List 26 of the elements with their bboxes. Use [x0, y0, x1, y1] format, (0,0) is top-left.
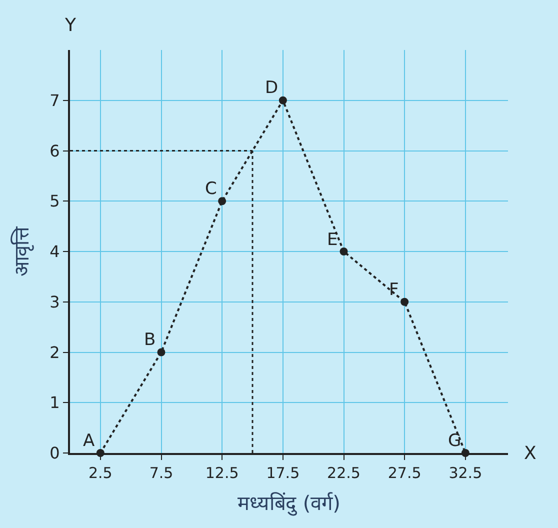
- x-tick-label: 2.5: [88, 464, 112, 482]
- annotation: E: [327, 230, 338, 250]
- annotation: A: [83, 431, 95, 451]
- y-tick-label: 3: [50, 292, 60, 312]
- x-tick-label: 27.5: [388, 464, 422, 482]
- y-tick-label: 4: [50, 242, 60, 262]
- annotation: F: [389, 280, 399, 300]
- y-tick-label: 0: [50, 444, 60, 463]
- x-tick-label: 7.5: [149, 464, 174, 482]
- x-tick-label: 12.5: [205, 464, 239, 482]
- y-tick-label: 7: [50, 90, 60, 110]
- y-tick-label: 2: [50, 342, 60, 362]
- x-tick-label: 17.5: [266, 464, 300, 482]
- x-tick-label: 22.5: [327, 464, 360, 482]
- text: X: [524, 443, 536, 464]
- annotation: C: [205, 179, 217, 199]
- y-axis-title: आवृत्ति: [10, 226, 35, 276]
- y-tick-label: 1: [50, 393, 60, 412]
- y-tick-label: 5: [50, 192, 60, 211]
- annotation: G: [448, 431, 462, 451]
- text: Y: [64, 15, 77, 36]
- y-tick-label: 6: [50, 141, 60, 160]
- x-tick-label: 32.5: [448, 464, 482, 482]
- x-axis-title: मध्यबिंदु (वर्ग): [238, 491, 340, 516]
- annotation: B: [144, 330, 156, 350]
- annotation: D: [265, 78, 278, 98]
